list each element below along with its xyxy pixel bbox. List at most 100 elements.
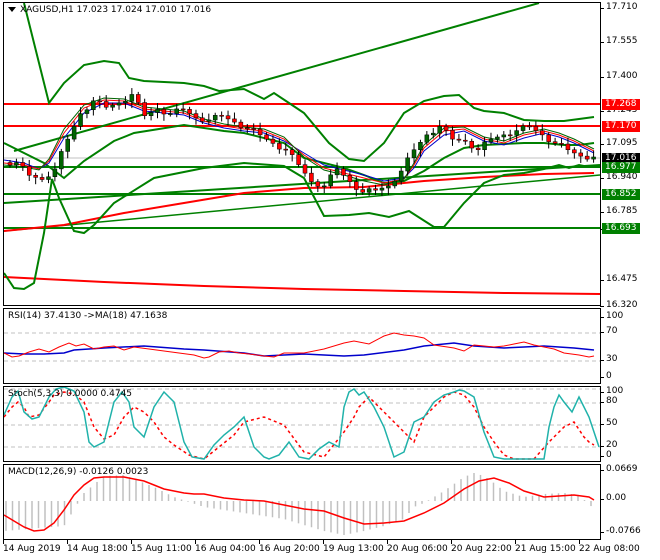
price-tick: 16.475 [606,274,638,284]
red-lower-line [4,276,600,295]
candle [84,109,90,114]
candle [546,134,551,142]
candle [424,134,430,143]
candle [533,126,539,131]
candle [59,151,64,170]
candle [488,138,494,143]
trend-line-channel [4,174,600,232]
candle [591,156,596,160]
stoch-main-line [4,387,600,460]
candle [212,115,218,121]
candle [405,157,410,172]
symbol-ohlc-label: XAGUSD,H1 17.023 17.024 17.010 17.016 [20,5,212,15]
candle [373,188,378,191]
candle [116,102,122,106]
candle [129,94,135,102]
candle [283,148,289,151]
candle [91,100,96,111]
candle [475,147,481,150]
candle [309,172,314,182]
candle [527,125,532,128]
candle [443,126,449,131]
candle [328,174,333,187]
candle [14,162,19,166]
candle [136,94,141,103]
candle [277,143,282,150]
macd-axis: 0.0669 0.00 -0.0766 [599,464,660,540]
price-tick: 17.245 [606,105,638,115]
candle [103,101,109,108]
stochastic-axis: 100 80 50 20 0 [599,386,660,462]
time-label: 14 Aug 18:00 [67,540,128,554]
price-chart-canvas [4,3,600,295]
candle [142,102,147,116]
candle [123,101,128,104]
chart-title: XAGUSD,H1 17.023 17.024 17.010 17.016 [8,5,211,15]
candle [552,141,558,144]
candle [514,130,519,136]
rsi-tick: 30 [606,354,618,364]
price-axis[interactable]: 17.710 17.555 17.400 17.245 17.095 16.94… [600,2,660,310]
time-label: 20 Aug 22:00 [451,540,512,554]
candle [507,134,513,137]
candle [206,119,212,122]
time-label: 20 Aug 06:00 [387,540,448,554]
stoch-tick: 0 [606,450,612,460]
candlesticks [7,88,596,197]
candle [578,152,584,157]
candle [78,113,83,127]
price-tick: 17.710 [606,2,638,12]
stoch-tick: 80 [606,396,618,406]
candle [315,181,321,187]
bollinger-middle [4,123,595,185]
stochastic-title: Stoch(5,3,3) 0.0000 0.4745 [8,389,133,399]
time-label: 16 Aug 04:00 [195,540,256,554]
candle [418,142,423,150]
price-chart-pane[interactable]: XAGUSD,H1 17.023 17.024 17.010 17.016 [3,2,601,306]
candle [71,126,77,140]
macd-canvas [4,473,595,535]
rsi-title: RSI(14) 37.4130 ->MA(18) 47.1638 [8,311,168,321]
macd-pane[interactable]: MACD(12,26,9) -0.0126 0.0023 [3,464,601,540]
price-tick: 17.555 [606,36,638,46]
macd-tick: 0.0669 [606,464,638,474]
candle [155,109,160,113]
candle [379,187,385,191]
candle [225,115,231,120]
candle [501,134,507,138]
candle [366,188,372,193]
candle [52,168,58,178]
stochastic-pane[interactable]: Stoch(5,3,3) 0.0000 0.4745 [3,386,601,462]
candle [520,125,526,131]
candle [321,185,327,188]
macd-signal-line [4,476,595,532]
dropdown-triangle-icon[interactable] [8,7,16,12]
rsi-tick: 0 [606,371,612,381]
time-axis: 14 Aug 2019 14 Aug 18:00 15 Aug 11:00 16… [3,540,640,560]
rsi-pane[interactable]: RSI(14) 37.4130 ->MA(18) 47.1638 [3,308,601,384]
candle [251,128,256,130]
candle [200,117,205,122]
time-label: 15 Aug 11:00 [131,540,192,554]
candle [540,130,545,136]
candle [110,104,115,108]
candle [46,176,51,180]
ma-blue [4,102,595,182]
candle [450,129,455,140]
time-label: 22 Aug 08:00 [579,540,640,554]
price-tick: 17.095 [606,138,638,148]
rsi-ma-line [4,342,595,357]
candle [168,113,173,115]
candle [398,170,404,182]
candle [437,126,442,134]
candle [572,149,577,154]
candle [559,143,564,145]
candle [411,149,417,159]
bollinger-upper [23,3,595,163]
candle [245,127,250,130]
candle [7,162,13,166]
macd-histogram [5,473,592,535]
macd-tick: 0.00 [606,493,627,503]
candle [26,166,32,176]
candle [386,185,391,189]
